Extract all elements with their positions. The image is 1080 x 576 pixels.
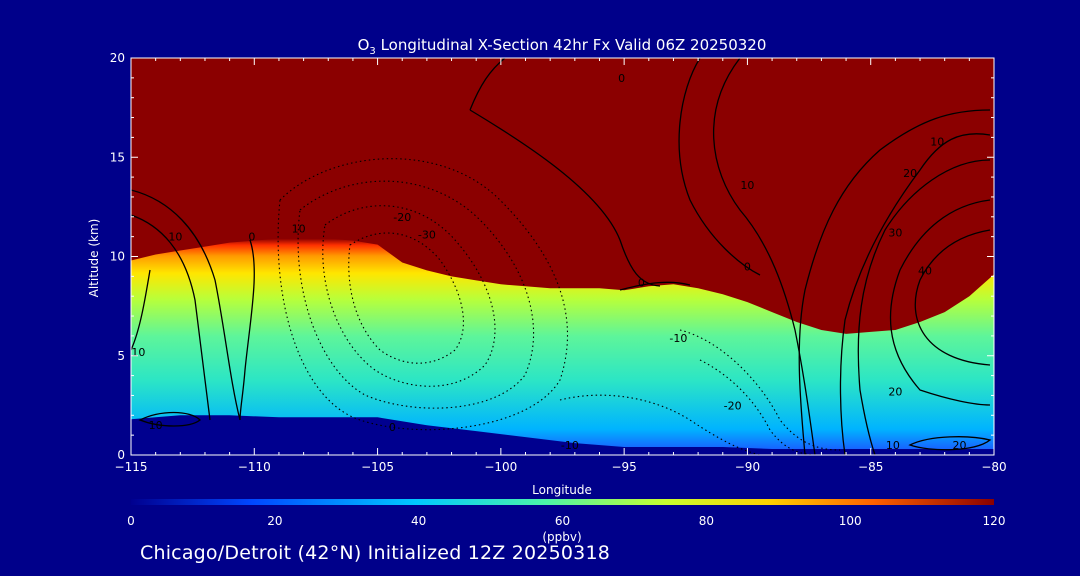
contour-line bbox=[131, 214, 211, 421]
contour-label: -20 bbox=[393, 211, 411, 224]
contour-label: 10 bbox=[131, 346, 145, 359]
contour-label: 0 bbox=[638, 276, 645, 289]
colorbar-tick-label: 0 bbox=[127, 514, 135, 528]
contour-label: 10 bbox=[292, 223, 306, 236]
colorbar-tick-label: 120 bbox=[983, 514, 1006, 528]
contour-line bbox=[138, 411, 201, 427]
y-axis: 0 5 10 15 20 bbox=[110, 51, 994, 462]
solid-contours bbox=[131, 58, 992, 455]
contour-label: 20 bbox=[952, 439, 966, 452]
footer-caption: Chicago/Detroit (42°N) Initialized 12Z 2… bbox=[140, 542, 611, 564]
dotted-contours bbox=[277, 158, 841, 455]
colorbar bbox=[131, 499, 994, 505]
contour-label: -10 bbox=[561, 439, 579, 452]
colorbar-tick-label: 60 bbox=[555, 514, 570, 528]
contour-label: 0 bbox=[248, 231, 255, 244]
contour-line bbox=[469, 109, 661, 287]
contour-label: 0 bbox=[389, 421, 396, 434]
contour-label: 40 bbox=[918, 264, 932, 277]
contour-label: 30 bbox=[888, 227, 902, 240]
contour-label: -30 bbox=[418, 229, 436, 242]
colorbar-tick-label: 80 bbox=[699, 514, 714, 528]
contour-label: 10 bbox=[168, 231, 182, 244]
contour-line bbox=[619, 281, 691, 291]
contour-line bbox=[559, 394, 761, 455]
colorbar-tick-label: 100 bbox=[839, 514, 862, 528]
contour-label: 10 bbox=[886, 439, 900, 452]
contour-label: -20 bbox=[724, 399, 742, 412]
contour-line bbox=[713, 58, 816, 455]
surface-layer bbox=[131, 415, 994, 455]
y-tick-label: 0 bbox=[117, 448, 125, 462]
contour-line bbox=[798, 109, 991, 455]
contour-label: 10 bbox=[930, 135, 944, 148]
x-axis-label: Longitude bbox=[532, 483, 592, 497]
contour-labels: 0 10 10 20 30 40 10 0 10 -20 -30 0 0 -10 10 20 -20 10 0 -10… bbox=[131, 72, 966, 452]
y-tick-label: 10 bbox=[110, 250, 125, 264]
colorbar-tick-label: 40 bbox=[411, 514, 426, 528]
y-tick-label: 20 bbox=[110, 51, 125, 65]
x-tick-label: −100 bbox=[484, 460, 517, 474]
y-tick-label: 15 bbox=[110, 150, 125, 164]
contour-line bbox=[857, 159, 991, 455]
x-tick-label: −80 bbox=[981, 460, 1006, 474]
y-axis-label: Altitude (km) bbox=[87, 219, 101, 298]
contour-line bbox=[678, 58, 761, 276]
colorbar-label: (ppbv) bbox=[542, 530, 581, 544]
contour-line bbox=[239, 239, 255, 421]
chart-title: O3 Longitudinal X-Section 42hr Fx Valid … bbox=[358, 36, 767, 57]
x-tick-label: −105 bbox=[361, 460, 394, 474]
contour-line bbox=[322, 205, 496, 387]
contour-label: 0 bbox=[744, 260, 751, 273]
ozone-band bbox=[131, 238, 994, 455]
contour-label: 10 bbox=[149, 419, 163, 432]
contour-label: 10 bbox=[740, 179, 754, 192]
contour-line bbox=[908, 436, 992, 451]
contour-line bbox=[131, 189, 241, 421]
contour-label: -10 bbox=[669, 332, 687, 345]
x-tick-label: −90 bbox=[735, 460, 760, 474]
y-tick-label: 5 bbox=[117, 349, 125, 363]
plot-area: 0 10 10 20 30 40 10 0 10 -20 -30 0 0 -10 10 20 -20 10 0 -10… bbox=[131, 58, 994, 455]
contour-line bbox=[131, 269, 151, 351]
colorbar-ticks: 0 20 40 60 80 100 120 bbox=[127, 514, 1005, 528]
colorbar-tick-label: 20 bbox=[267, 514, 282, 528]
x-tick-label: −85 bbox=[858, 460, 883, 474]
contour-line bbox=[839, 133, 991, 455]
contour-line bbox=[914, 229, 991, 366]
contour-label: 20 bbox=[888, 385, 902, 398]
x-tick-label: −95 bbox=[611, 460, 636, 474]
contour-line bbox=[889, 199, 991, 406]
contour-label: 20 bbox=[903, 167, 917, 180]
contour-label: 0 bbox=[618, 72, 625, 85]
x-tick-label: −115 bbox=[115, 460, 148, 474]
contour-line bbox=[277, 158, 569, 431]
x-tick-label: −110 bbox=[238, 460, 271, 474]
x-axis: −115 −110 −105 −100 −95 −90 −85 −80 bbox=[115, 58, 1007, 474]
